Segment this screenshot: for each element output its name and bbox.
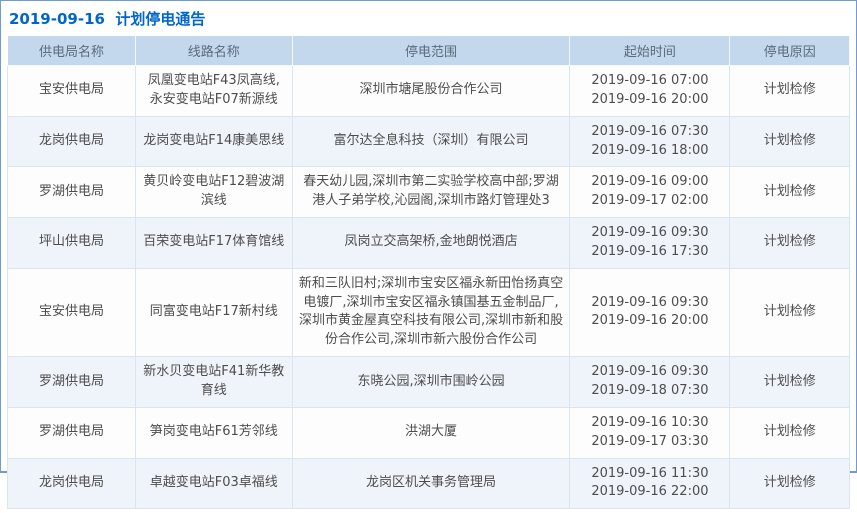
cell-line: 黄贝岭变电站F12碧波湖滨线	[134, 166, 293, 219]
cell-scope: 春天幼儿园,深圳市第二实验学校高中部;罗湖港人子弟学校,沁园阁,深圳市路灯管理处…	[291, 166, 571, 219]
start-time: 2019-09-16 11:30	[591, 465, 709, 481]
col-header-reason: 停电原因	[729, 35, 850, 66]
cell-bureau: 宝安供电局	[7, 65, 136, 117]
cell-bureau: 坪山供电局	[7, 217, 136, 269]
cell-line: 新水贝变电站F41新华教育线	[134, 356, 293, 408]
col-header-scope: 停电范围	[291, 35, 571, 66]
cell-bureau: 罗湖供电局	[7, 356, 136, 408]
cell-bureau: 龙岗供电局	[7, 457, 136, 510]
cell-time: 2019-09-16 09:30 2019-09-18 07:30	[569, 356, 731, 408]
table-row: 坪山供电局 百荣变电站F17体育馆线 凤岗立交高架桥,金地朗悦酒店 2019-0…	[7, 217, 850, 269]
cell-reason: 计划检修	[729, 115, 850, 168]
cell-scope: 洪湖大厦	[291, 406, 571, 459]
table-row: 龙岗供电局 龙岗变电站F14康美思线 富尔达全息科技（深圳）有限公司 2019-…	[7, 115, 850, 168]
cell-time: 2019-09-16 07:00 2019-09-16 20:00	[569, 65, 731, 117]
table-row: 罗湖供电局 笋岗变电站F61芳邻线 洪湖大厦 2019-09-16 10:30 …	[7, 406, 850, 459]
cell-scope: 凤岗立交高架桥,金地朗悦酒店	[291, 217, 571, 269]
col-header-start-time: 起始时间	[569, 35, 731, 66]
cell-reason: 计划检修	[729, 166, 850, 219]
cell-line: 百荣变电站F17体育馆线	[134, 217, 293, 269]
outage-table: 供电局名称 线路名称 停电范围 起始时间 停电原因 宝安供电局 凤凰变电站F43…	[7, 35, 850, 510]
outage-table-wrap: 供电局名称 线路名称 停电范围 起始时间 停电原因 宝安供电局 凤凰变电站F43…	[1, 35, 856, 513]
start-time: 2019-09-16 07:30	[591, 123, 709, 139]
table-header-row: 供电局名称 线路名称 停电范围 起始时间 停电原因	[7, 35, 850, 66]
start-time: 2019-09-16 07:00	[591, 73, 709, 88]
cell-time: 2019-09-16 10:30 2019-09-17 03:30	[569, 406, 731, 459]
cell-bureau: 龙岗供电局	[7, 115, 136, 168]
end-time: 2019-09-17 03:30	[591, 433, 709, 449]
table-row: 罗湖供电局 新水贝变电站F41新华教育线 东晓公园,深圳市围岭公园 2019-0…	[7, 356, 850, 408]
end-time: 2019-09-16 18:00	[591, 142, 709, 158]
cell-time: 2019-09-16 11:30 2019-09-16 22:00	[569, 457, 731, 510]
cell-reason: 计划检修	[729, 406, 850, 459]
cell-line: 笋岗变电站F61芳邻线	[134, 406, 293, 459]
end-time: 2019-09-16 22:00	[591, 484, 709, 500]
end-time: 2019-09-16 20:00	[591, 313, 709, 329]
start-time: 2019-09-16 09:00	[591, 174, 709, 190]
cell-scope: 东晓公园,深圳市围岭公园	[291, 356, 571, 408]
table-row: 宝安供电局 凤凰变电站F43凤高线,永安变电站F07新源线 深圳市塘尾股份合作公…	[7, 65, 850, 117]
table-row: 宝安供电局 同富变电站F17新村线 新和三队旧村;深圳市宝安区福永新田怡扬真空电…	[7, 267, 850, 358]
end-time: 2019-09-17 02:00	[591, 193, 709, 209]
col-header-bureau: 供电局名称	[7, 35, 136, 66]
end-time: 2019-09-16 20:00	[591, 91, 709, 107]
cell-line: 卓越变电站F03卓福线	[134, 457, 293, 510]
cell-scope: 富尔达全息科技（深圳）有限公司	[291, 115, 571, 168]
cell-reason: 计划检修	[729, 457, 850, 510]
table-row: 龙岗供电局 卓越变电站F03卓福线 龙岗区机关事务管理局 2019-09-16 …	[7, 457, 850, 510]
cell-scope: 龙岗区机关事务管理局	[291, 457, 571, 510]
start-time: 2019-09-16 09:30	[591, 364, 709, 380]
cell-scope: 深圳市塘尾股份合作公司	[291, 65, 571, 117]
start-time: 2019-09-16 09:30	[591, 225, 709, 241]
cell-line: 凤凰变电站F43凤高线,永安变电站F07新源线	[134, 65, 293, 117]
cell-bureau: 罗湖供电局	[7, 166, 136, 219]
table-row: 罗湖供电局 黄贝岭变电站F12碧波湖滨线 春天幼儿园,深圳市第二实验学校高中部;…	[7, 166, 850, 219]
cell-reason: 计划检修	[729, 356, 850, 408]
cell-reason: 计划检修	[729, 267, 850, 358]
cell-time: 2019-09-16 07:30 2019-09-16 18:00	[569, 115, 731, 168]
end-time: 2019-09-16 17:30	[591, 243, 709, 259]
start-time: 2019-09-16 09:30	[591, 294, 709, 310]
cell-time: 2019-09-16 09:30 2019-09-16 20:00	[569, 267, 731, 358]
cell-reason: 计划检修	[729, 65, 850, 117]
cell-line: 龙岗变电站F14康美思线	[134, 115, 293, 168]
cell-time: 2019-09-16 09:00 2019-09-17 02:00	[569, 166, 731, 219]
col-header-line: 线路名称	[134, 35, 293, 66]
cell-bureau: 罗湖供电局	[7, 406, 136, 459]
start-time: 2019-09-16 10:30	[591, 414, 709, 430]
cell-scope: 新和三队旧村;深圳市宝安区福永新田怡扬真空电镀厂,深圳市宝安区福永镇国基五金制品…	[291, 267, 571, 358]
cell-line: 同富变电站F17新村线	[134, 267, 293, 358]
outage-table-body: 宝安供电局 凤凰变电站F43凤高线,永安变电站F07新源线 深圳市塘尾股份合作公…	[7, 65, 850, 510]
page-title: 2019-09-16 计划停电通告	[9, 10, 206, 28]
end-time: 2019-09-18 07:30	[591, 382, 709, 398]
cell-time: 2019-09-16 09:30 2019-09-16 17:30	[569, 217, 731, 269]
cell-reason: 计划检修	[729, 217, 850, 269]
cell-bureau: 宝安供电局	[7, 267, 136, 358]
